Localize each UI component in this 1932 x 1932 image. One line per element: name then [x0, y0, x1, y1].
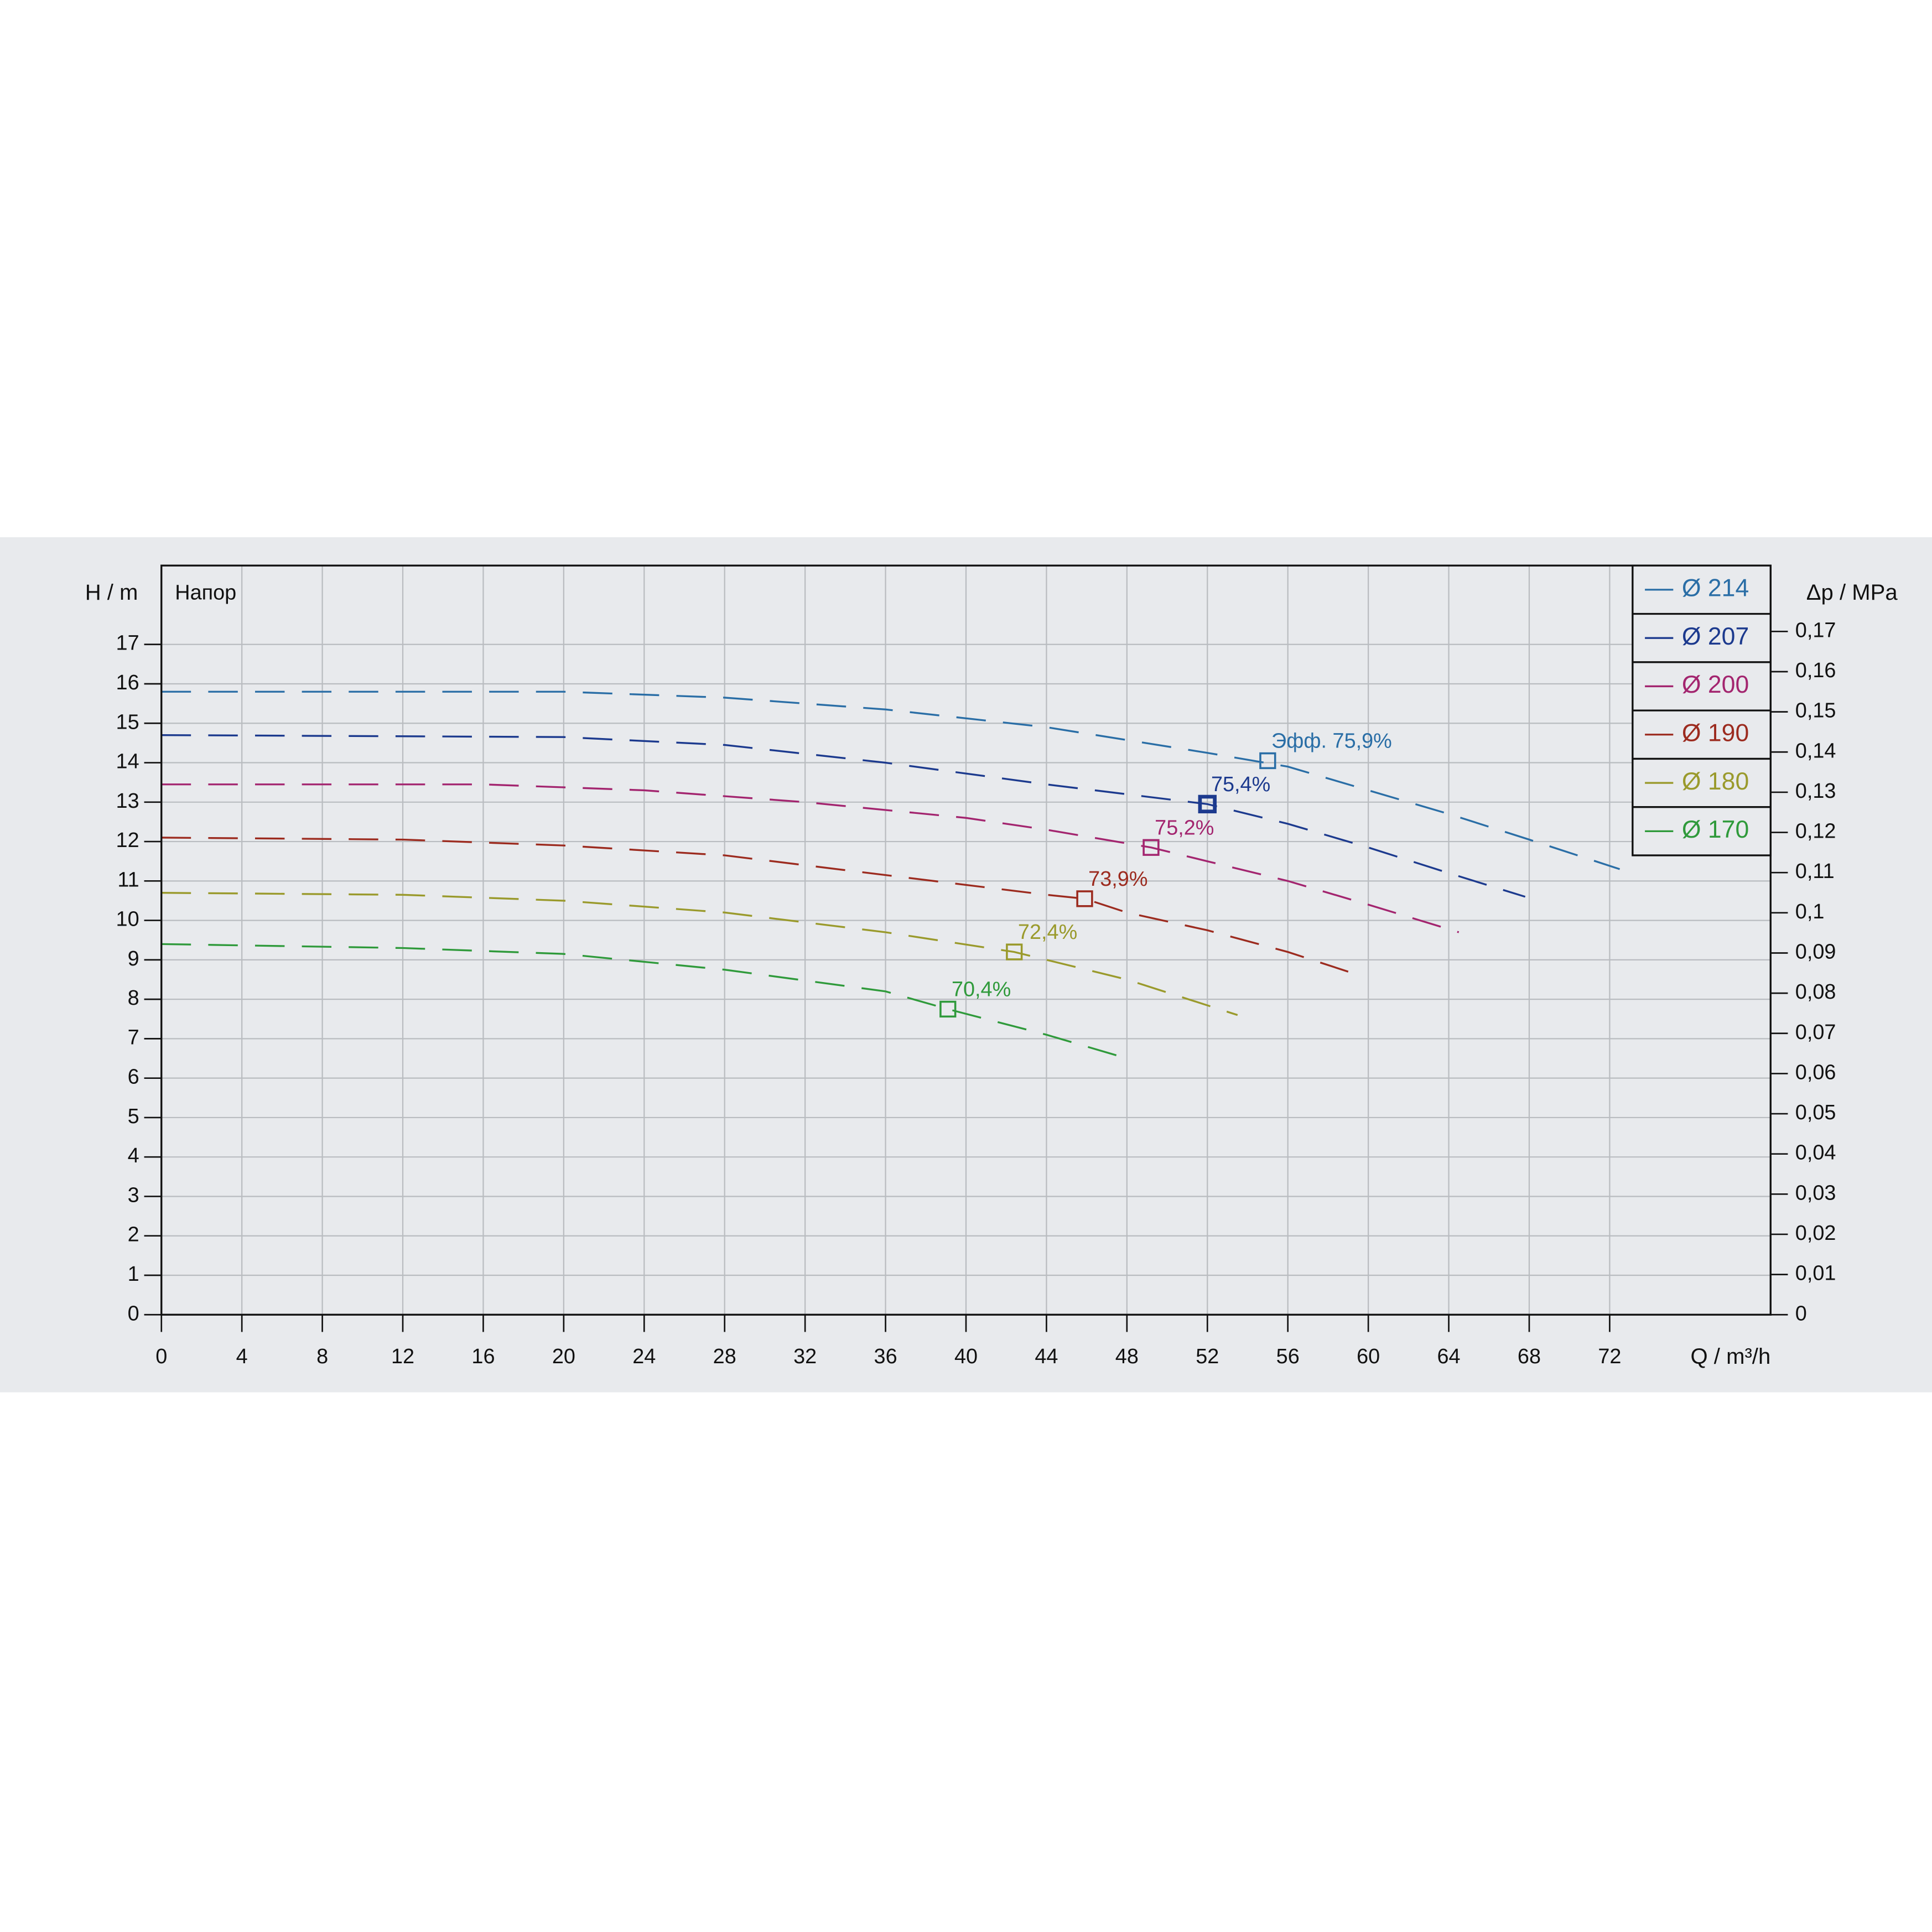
y2-tick-label: 0,08	[1795, 980, 1836, 1004]
y-tick-label: 11	[117, 868, 139, 891]
y2-tick-label: 0,12	[1795, 820, 1836, 843]
bep-marker	[1006, 943, 1023, 960]
y2-tick-label: 0,03	[1795, 1181, 1836, 1204]
y-tick-label: 7	[128, 1026, 139, 1049]
bep-label: 75,4%	[1211, 773, 1270, 796]
y-tick-label: 10	[116, 908, 139, 931]
y2-tick-label: 0,02	[1795, 1222, 1836, 1245]
legend-label: Ø 200	[1682, 671, 1749, 698]
curve	[161, 837, 1349, 973]
y2-tick-label: 0,05	[1795, 1101, 1836, 1124]
y-tick-label: 1	[128, 1263, 139, 1286]
y-tick-label: 0	[128, 1302, 139, 1325]
bep-marker	[1142, 839, 1160, 856]
bep-marker	[1076, 890, 1093, 907]
curves: Эфф. 75,9%75,4% 75,2% 73,9% 72,4% 70,4%	[161, 690, 1621, 1060]
x-tick-label: 44	[1035, 1345, 1058, 1368]
x-tick-label: 40	[954, 1345, 978, 1368]
y-axis-label: H / m	[85, 580, 138, 605]
y-tick-label: 16	[116, 671, 139, 694]
legend-label: Ø 214	[1682, 575, 1749, 602]
x-axis-label: Q / m³/h	[1691, 1344, 1771, 1369]
x-tick-label: 12	[391, 1345, 414, 1368]
legend-label: Ø 207	[1682, 623, 1749, 650]
y2-tick-label: 0,09	[1795, 940, 1836, 963]
x-tick-label: 32	[793, 1345, 817, 1368]
x-tick-label: 8	[316, 1345, 328, 1368]
bep-label: 75,2%	[1155, 816, 1214, 839]
x-tick-label: 52	[1196, 1345, 1219, 1368]
y2-tick-label: 0,07	[1795, 1021, 1836, 1044]
x-tick-label: 60	[1357, 1345, 1380, 1368]
y2-tick-label: 0,01	[1795, 1262, 1836, 1285]
legend-label: Ø 180	[1682, 768, 1749, 795]
bep-label: 73,9%	[1088, 868, 1147, 891]
curve	[161, 734, 1526, 898]
y-tick-label: 12	[116, 829, 139, 852]
bep-marker	[1198, 794, 1217, 814]
bep-label: 70,4%	[952, 978, 1011, 1001]
bep-label: Эфф. 75,9%	[1271, 730, 1392, 753]
legend-label: Ø 190	[1682, 720, 1749, 747]
y-tick-label: 14	[116, 750, 139, 773]
y2-tick-label: 0,14	[1795, 739, 1836, 762]
x-tick-label: 68	[1518, 1345, 1541, 1368]
chart-title: Напор	[175, 581, 236, 604]
x-tick-label: 28	[713, 1345, 736, 1368]
x-tick-label: 16	[471, 1345, 495, 1368]
curve	[161, 690, 1621, 870]
y-tick-label: 3	[128, 1183, 139, 1207]
bep-label: 72,4%	[1018, 921, 1077, 944]
legend-label: Ø 170	[1682, 816, 1749, 843]
legend: Ø 214 Ø 207 Ø 200 Ø 190 Ø 180 Ø 170	[1632, 564, 1772, 856]
y-tick-label: 6	[128, 1066, 139, 1089]
y2-tick-label: 0,1	[1795, 900, 1825, 923]
x-tick-label: 56	[1276, 1345, 1300, 1368]
x-tick-label: 36	[874, 1345, 897, 1368]
y-tick-label: 5	[128, 1105, 139, 1128]
x-tick-label: 4	[236, 1345, 248, 1368]
x-tick-label: 0	[155, 1345, 167, 1368]
y2-tick-label: 0,04	[1795, 1141, 1836, 1165]
curve	[161, 892, 1238, 1016]
y2-tick-label: 0	[1795, 1302, 1807, 1325]
x-tick-label: 64	[1437, 1345, 1461, 1368]
y-tick-label: 13	[116, 790, 139, 813]
y2-tick-label: 0,17	[1795, 619, 1836, 642]
y-tick-label: 2	[128, 1223, 139, 1247]
bep-marker	[1259, 752, 1276, 770]
y-tick-label: 9	[128, 947, 139, 970]
x-tick-label: 72	[1598, 1345, 1621, 1368]
y2-tick-label: 0,06	[1795, 1061, 1836, 1084]
x-tick-label: 48	[1115, 1345, 1139, 1368]
y2-tick-label: 0,13	[1795, 780, 1836, 803]
y-tick-label: 8	[128, 986, 139, 1010]
y-tick-label: 17	[116, 632, 139, 655]
axes: 0123456789101112131415161700,010,020,030…	[116, 619, 1836, 1368]
y2-axis-label: Δp / MPa	[1806, 580, 1898, 605]
bep-marker	[939, 1000, 957, 1018]
x-tick-label: 20	[552, 1345, 575, 1368]
y-tick-label: 15	[116, 710, 139, 734]
y2-tick-label: 0,11	[1795, 860, 1835, 883]
y2-tick-label: 0,15	[1795, 699, 1836, 723]
curve	[161, 783, 1460, 933]
x-tick-label: 24	[632, 1345, 656, 1368]
y-tick-label: 4	[128, 1144, 139, 1167]
grid	[160, 565, 1771, 1316]
y2-tick-label: 0,16	[1795, 659, 1836, 682]
